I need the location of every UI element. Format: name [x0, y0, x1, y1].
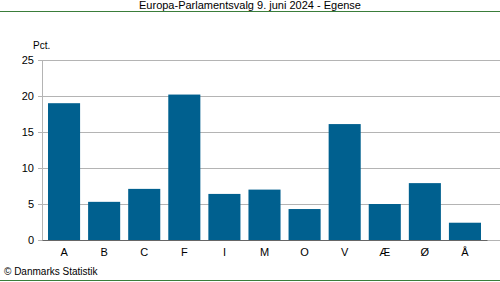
grid-line [38, 60, 500, 61]
bars [48, 95, 481, 240]
header-rule [0, 11, 500, 12]
x-tick-label: V [341, 246, 349, 258]
bar [369, 204, 401, 240]
x-tick-label: Æ [379, 246, 390, 258]
bar [449, 223, 481, 240]
x-tick: I [223, 240, 226, 258]
y-axis-title: Pct. [33, 40, 50, 51]
bar [48, 103, 80, 240]
chart: Europa-Parlamentsvalg 9. juni 2024 - Ege… [0, 0, 500, 282]
grid-line [38, 240, 500, 241]
y-tick: 10 [22, 162, 42, 174]
grid-line [38, 168, 500, 169]
y-tick: 25 [22, 54, 42, 66]
grid [38, 61, 500, 241]
title: Europa-Parlamentsvalg 9. juni 2024 - Ege… [139, 0, 361, 11]
y-axis: 0 5 10 15 20 25 [22, 54, 43, 246]
x-tick: Ø [421, 240, 430, 258]
bar [208, 194, 240, 240]
bar [168, 95, 200, 240]
x-tick: C [140, 240, 148, 258]
bar [289, 209, 321, 240]
y-tick-label: 15 [22, 126, 34, 138]
x-tick: O [300, 240, 309, 258]
bar [329, 124, 361, 240]
x-tick-label: Å [461, 246, 469, 258]
y-tick-label: 0 [28, 234, 34, 246]
x-tick: Æ [379, 240, 390, 258]
y-tick: 5 [28, 198, 42, 210]
x-tick-label: O [300, 246, 309, 258]
source: © Danmarks Statistik [4, 266, 99, 277]
x-tick-label: F [181, 246, 188, 258]
x-axis: ABCFIMOVÆØÅ [43, 240, 488, 258]
y-tick-label: 10 [22, 162, 34, 174]
bar [409, 183, 441, 240]
x-tick: F [181, 240, 188, 258]
x-tick-label: I [223, 246, 226, 258]
x-tick: M [260, 240, 269, 258]
footer-rule [0, 280, 500, 281]
x-tick-label: M [260, 246, 269, 258]
bar [248, 190, 280, 240]
grid-line [38, 132, 500, 133]
x-tick-label: Ø [421, 246, 430, 258]
x-tick: V [341, 240, 349, 258]
x-tick-label: B [100, 246, 107, 258]
y-axis-line [42, 61, 43, 241]
y-tick: 15 [22, 126, 42, 138]
plot: 0 5 10 15 20 25 A B C F I M O V Æ Ø Å [22, 54, 500, 258]
y-tick-label: 5 [28, 198, 34, 210]
grid-line [38, 96, 500, 97]
y-tick: 0 [28, 234, 42, 246]
x-tick-label: C [140, 246, 148, 258]
y-tick: 20 [22, 90, 42, 102]
x-axis-line [43, 240, 488, 241]
x-tick: B [100, 240, 107, 258]
y-tick-label: 25 [22, 54, 34, 66]
x-tick: A [60, 240, 68, 258]
bar [128, 189, 160, 240]
y-tick-label: 20 [22, 90, 34, 102]
x-tick: Å [461, 240, 469, 258]
x-tick-label: A [60, 246, 68, 258]
bar [88, 202, 120, 240]
